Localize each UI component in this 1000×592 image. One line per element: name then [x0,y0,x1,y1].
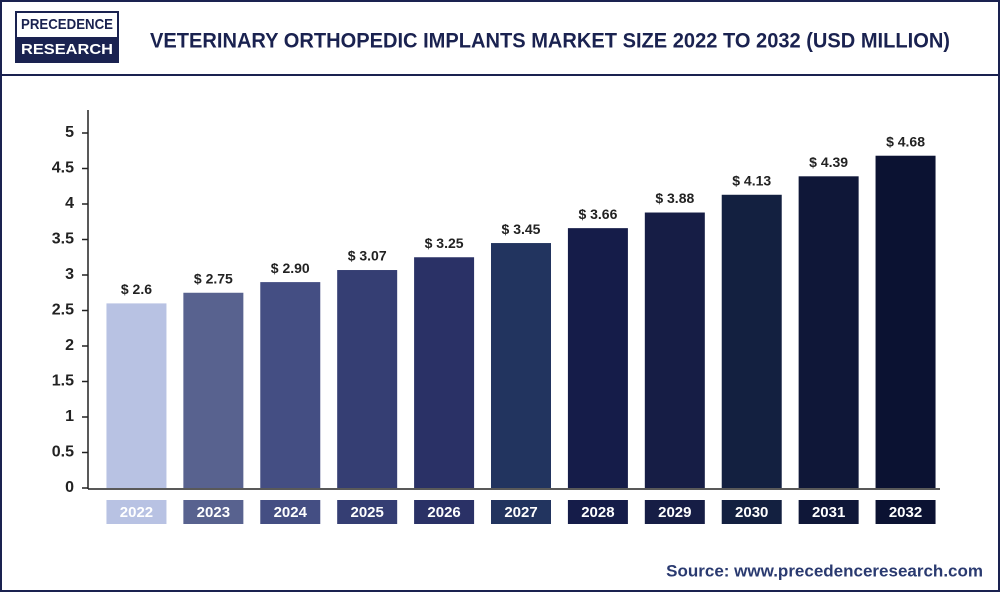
logo-band [16,37,118,62]
value-label: $ 3.66 [578,206,617,222]
y-tick-label: 0 [65,479,74,496]
x-tick-label: 2029 [658,504,691,521]
bar [644,212,705,488]
x-tick-label: 2028 [581,504,614,521]
value-label: $ 2.6 [121,281,152,297]
bar [106,303,167,488]
y-tick-label: 4 [65,195,74,212]
category-box [183,500,244,524]
x-tick-label: 2027 [504,504,537,521]
category-box [567,500,628,524]
y-tick-label: 1.5 [52,373,74,390]
value-label: $ 3.07 [348,248,387,264]
value-label: $ 3.25 [425,235,464,251]
bar [337,270,398,488]
category-box [644,500,705,524]
y-tick-label: 3 [65,266,74,283]
category-box [875,500,936,524]
x-tick-label: 2026 [427,504,460,521]
category-box [260,500,321,524]
bar [721,194,782,488]
category-box [337,500,398,524]
y-tick-label: 4.5 [52,160,74,177]
x-tick-label: 2024 [274,504,308,521]
category-box [721,500,782,524]
x-tick-label: 2023 [197,504,230,521]
value-label: $ 2.75 [194,270,233,286]
y-tick-label: 3.5 [52,231,74,248]
y-tick-label: 1 [65,408,74,425]
category-box [798,500,859,524]
x-tick-label: 2022 [120,504,153,521]
x-tick-label: 2030 [735,504,768,521]
y-tick-label: 2 [65,337,74,354]
value-label: $ 3.45 [502,221,541,237]
value-label: $ 4.13 [732,172,771,188]
bar [260,282,321,488]
bar [567,228,628,488]
logo-line1: PRECEDENCE [21,16,113,33]
category-box [106,500,167,524]
y-tick-label: 2.5 [52,302,74,319]
bar [875,155,936,488]
bar [798,176,859,488]
logo-line2: RESEARCH [21,41,113,58]
y-tick-label: 0.5 [52,444,74,461]
x-tick-label: 2032 [889,504,922,521]
category-box [491,500,551,524]
category-box [414,500,475,524]
x-tick-label: 2031 [812,504,845,521]
y-tick-label: 5 [65,124,74,141]
bar [183,292,244,488]
x-tick-label: 2025 [350,504,383,521]
bar [491,243,551,488]
value-label: $ 4.68 [886,133,925,149]
value-label: $ 3.88 [655,190,694,206]
source-note: Source: www.precedenceresearch.com [666,561,983,580]
value-label: $ 2.90 [271,260,310,276]
value-label: $ 4.39 [809,154,848,170]
bar [414,257,475,488]
chart-title: VETERINARY ORTHOPEDIC IMPLANTS MARKET SI… [150,30,950,53]
